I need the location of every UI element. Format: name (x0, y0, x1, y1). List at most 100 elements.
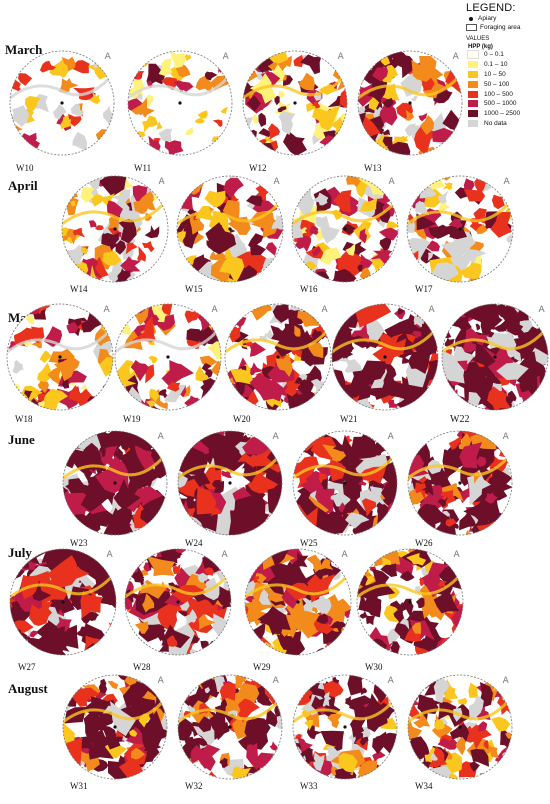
month-label: April (8, 178, 38, 193)
week-label: W16 (300, 284, 318, 294)
hpp-map-w11 (127, 50, 233, 156)
hpp-map-w25 (292, 430, 398, 536)
week-label: W13 (364, 163, 382, 173)
north-arrow-icon: A (452, 52, 459, 63)
week-label: W32 (185, 781, 203, 791)
legend-entry-label: 10 – 50 (484, 70, 506, 78)
legend-entry: 100 – 500 (466, 89, 548, 99)
week-label: W34 (415, 781, 433, 791)
north-arrow-icon: A (222, 52, 229, 63)
hpp-map-w30 (356, 548, 464, 656)
week-label: W12 (249, 163, 267, 173)
legend-entry: 50 – 100 (466, 79, 548, 89)
north-arrow-icon: A (538, 305, 545, 316)
hpp-map-w32 (177, 674, 283, 780)
hpp-map-w20 (224, 303, 332, 411)
legend-entry: 500 – 1000 (466, 99, 548, 109)
legend-swatch (468, 80, 478, 88)
hpp-map-w27 (9, 548, 117, 656)
month-label: August (8, 681, 48, 696)
legend-swatch (468, 90, 478, 98)
legend-entry: 0.1 – 10 (466, 60, 548, 70)
legend-apiary: Apiary (466, 14, 548, 23)
hpp-map-w17 (406, 175, 514, 283)
hpp-map-w21 (331, 303, 439, 411)
north-arrow-icon: A (453, 550, 460, 561)
north-arrow-icon: A (157, 676, 164, 687)
legend-values-header: VALUES (466, 36, 490, 42)
week-label: W31 (70, 781, 88, 791)
hpp-map-w14 (61, 175, 169, 283)
legend-entry-label: 50 – 100 (484, 80, 510, 88)
legend: LEGEND: Apiary Foraging area VALUES HPP … (466, 2, 548, 128)
legend-foraging-area: Foraging area (466, 23, 548, 32)
north-arrow-icon: A (272, 676, 279, 687)
legend-entry-label: 1000 – 2500 (484, 110, 521, 118)
north-arrow-icon: A (106, 550, 113, 561)
legend-entry-label: 0 – 0.1 (484, 51, 504, 59)
north-arrow-icon: A (388, 177, 395, 188)
hpp-map-w15 (176, 175, 284, 283)
north-arrow-icon: A (502, 676, 509, 687)
hpp-map-w12 (242, 50, 348, 156)
north-arrow-icon: A (103, 305, 110, 316)
legend-entry-label: 100 – 500 (484, 90, 513, 98)
north-arrow-icon: A (211, 305, 218, 316)
legend-entries: 0 – 0.1 0.1 – 10 10 – 50 50 – 100 100 – 500 5… (466, 50, 548, 128)
week-label: W23 (70, 538, 88, 548)
north-arrow-icon: A (502, 432, 509, 443)
week-label: W11 (134, 163, 152, 173)
week-label: W17 (415, 284, 433, 294)
hpp-map-w26 (407, 430, 513, 536)
north-arrow-icon: A (221, 550, 228, 561)
legend-entry-label: No data (484, 119, 507, 127)
hpp-map-w23 (62, 430, 168, 536)
hpp-map-w10 (9, 50, 115, 156)
hpp-map-w16 (291, 175, 399, 283)
legend-swatch (467, 50, 479, 60)
hpp-map-w22 (441, 303, 549, 411)
legend-entry: 0 – 0.1 (466, 50, 548, 60)
legend-entry-label: 500 – 1000 (484, 100, 517, 108)
legend-entry: No data (466, 119, 548, 129)
north-arrow-icon: A (503, 177, 510, 188)
hpp-map-w31 (62, 674, 168, 780)
week-label: W18 (15, 414, 33, 424)
legend-swatch (468, 70, 478, 78)
week-label: W29 (253, 662, 271, 672)
legend-swatch (468, 61, 478, 69)
month-label: March (5, 42, 43, 57)
legend-entry-label: 0.1 – 10 (484, 61, 508, 69)
week-label: W26 (415, 538, 433, 548)
week-label: W25 (300, 538, 318, 548)
week-label: W21 (340, 414, 358, 424)
legend-entry: 1000 – 2500 (466, 109, 548, 119)
hpp-map-w13 (357, 50, 463, 156)
hpp-map-w19 (114, 303, 222, 411)
month-label: July (8, 545, 32, 560)
north-arrow-icon: A (157, 432, 164, 443)
legend-foraging-area-label: Foraging area (480, 24, 521, 31)
foraging-area-box-icon (466, 24, 477, 31)
north-arrow-icon: A (341, 550, 348, 561)
week-label: W28 (133, 662, 151, 672)
north-arrow-icon: A (104, 52, 111, 63)
week-label: W22 (450, 414, 470, 425)
hpp-map-w34 (407, 674, 513, 780)
week-label: W30 (365, 662, 383, 672)
week-label: W10 (16, 163, 34, 173)
north-arrow-icon: A (387, 676, 394, 687)
hpp-map-w18 (6, 303, 114, 411)
north-arrow-icon: A (272, 432, 279, 443)
hpp-map-w29 (244, 548, 352, 656)
month-label: June (8, 432, 35, 447)
legend-swatch (468, 110, 478, 118)
legend-apiary-label: Apiary (478, 15, 497, 22)
legend-swatch (468, 119, 478, 127)
north-arrow-icon: A (428, 305, 435, 316)
hpp-map-w33 (292, 674, 398, 780)
north-arrow-icon: A (321, 305, 328, 316)
north-arrow-icon: A (337, 52, 344, 63)
north-arrow-icon: A (387, 432, 394, 443)
